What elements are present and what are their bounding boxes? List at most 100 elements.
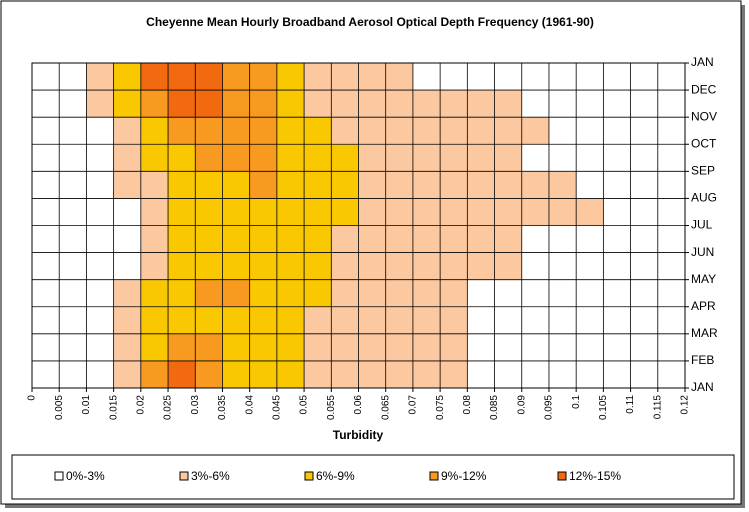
contour-cell xyxy=(331,90,359,118)
contour-cell xyxy=(412,306,441,335)
contour-cell xyxy=(385,144,414,172)
contour-cell xyxy=(140,63,169,91)
contour-cell xyxy=(467,252,496,281)
contour-cell xyxy=(195,360,223,389)
contour-cell xyxy=(358,171,387,199)
x-tick-label: 0.015 xyxy=(108,395,119,420)
contour-cell xyxy=(168,279,196,308)
contour-cell xyxy=(140,198,169,226)
contour-cell xyxy=(494,306,523,335)
contour-cell xyxy=(32,279,60,308)
contour-cell xyxy=(276,333,305,362)
x-axis-label: Turbidity xyxy=(333,428,384,442)
contour-cell xyxy=(59,90,87,118)
contour-cell xyxy=(195,63,223,91)
contour-cell xyxy=(32,90,60,118)
contour-cell xyxy=(195,117,223,145)
contour-cell xyxy=(630,306,659,335)
contour-cell xyxy=(603,117,632,145)
contour-cell xyxy=(113,225,142,254)
contour-cell xyxy=(521,171,550,199)
contour-cell xyxy=(385,171,414,199)
x-tick-label: 0.005 xyxy=(54,395,65,420)
contour-cell xyxy=(576,279,604,308)
contour-cell xyxy=(331,144,359,172)
contour-cell xyxy=(494,63,523,91)
contour-cell xyxy=(440,225,468,254)
contour-cell xyxy=(494,171,523,199)
contour-cell xyxy=(657,198,686,226)
contour-cell xyxy=(412,90,441,118)
contour-cell xyxy=(630,90,659,118)
contour-cell xyxy=(494,117,523,145)
contour-cell xyxy=(521,63,550,91)
contour-cell xyxy=(59,198,87,226)
contour-cell xyxy=(222,117,251,145)
contour-cell xyxy=(32,63,60,91)
contour-cell xyxy=(385,306,414,335)
contour-cell xyxy=(630,252,659,281)
contour-cell xyxy=(576,306,604,335)
contour-cell xyxy=(32,117,60,145)
contour-cell xyxy=(222,171,251,199)
contour-cell xyxy=(358,279,387,308)
contour-cell xyxy=(603,144,632,172)
contour-cell xyxy=(385,252,414,281)
contour-cell xyxy=(86,279,115,308)
contour-cell xyxy=(385,117,414,145)
contour-cell xyxy=(385,225,414,254)
contour-cell xyxy=(331,63,359,91)
contour-cell xyxy=(140,252,169,281)
contour-cell xyxy=(86,144,115,172)
contour-cell xyxy=(603,63,632,91)
contour-cell xyxy=(276,117,305,145)
contour-cell xyxy=(276,144,305,172)
x-tick-label: 0.115 xyxy=(652,395,663,420)
x-tick-label: 0.035 xyxy=(217,395,228,420)
contour-cell xyxy=(113,333,142,362)
contour-cell xyxy=(467,333,496,362)
contour-cell xyxy=(385,90,414,118)
contour-cell xyxy=(140,333,169,362)
contour-cell xyxy=(32,171,60,199)
contour-cell xyxy=(548,306,577,335)
contour-cell xyxy=(140,306,169,335)
contour-cell xyxy=(222,198,251,226)
contour-cell xyxy=(249,117,278,145)
x-tick-label: 0.11 xyxy=(625,395,636,414)
contour-cell xyxy=(304,117,332,145)
contour-cell xyxy=(32,198,60,226)
x-tick-label: 0.1 xyxy=(571,395,582,409)
contour-cell xyxy=(222,279,251,308)
contour-cell xyxy=(576,225,604,254)
contour-cell xyxy=(657,117,686,145)
contour-cell xyxy=(412,333,441,362)
x-tick-label: 0.095 xyxy=(544,395,555,420)
contour-cell xyxy=(113,144,142,172)
contour-cell xyxy=(358,306,387,335)
contour-cell xyxy=(140,279,169,308)
contour-cell xyxy=(576,252,604,281)
contour-cell xyxy=(358,144,387,172)
contour-cell xyxy=(140,171,169,199)
contour-cell xyxy=(467,144,496,172)
contour-cell xyxy=(548,198,577,226)
contour-cell xyxy=(249,144,278,172)
contour-cell xyxy=(385,333,414,362)
contour-cell xyxy=(168,306,196,335)
contour-cell xyxy=(113,360,142,389)
contour-cell xyxy=(358,252,387,281)
contour-cell xyxy=(412,360,441,389)
contour-cell xyxy=(358,225,387,254)
contour-cell xyxy=(59,225,87,254)
contour-cell xyxy=(86,117,115,145)
contour-cell xyxy=(331,252,359,281)
contour-cell xyxy=(467,360,496,389)
contour-cell xyxy=(222,225,251,254)
contour-cell xyxy=(168,90,196,118)
contour-cell xyxy=(630,225,659,254)
contour-cell xyxy=(440,63,468,91)
contour-cell xyxy=(86,171,115,199)
contour-cell xyxy=(657,333,686,362)
contour-cell xyxy=(140,360,169,389)
